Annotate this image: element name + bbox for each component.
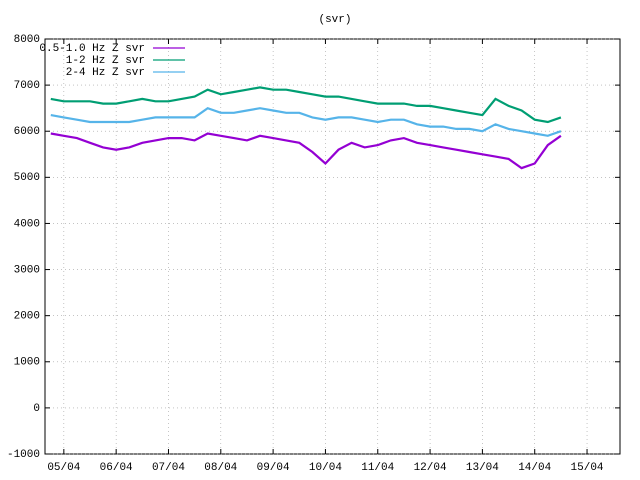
x-tick-label: 12/04 bbox=[414, 462, 447, 474]
x-tick-label: 06/04 bbox=[100, 462, 133, 474]
series-line bbox=[50, 106, 562, 137]
y-tick-label: 1000 bbox=[14, 357, 40, 369]
x-tick-label: 15/04 bbox=[571, 462, 604, 474]
x-tick-label: 07/04 bbox=[152, 462, 185, 474]
legend-label: 2-4 Hz Z svr bbox=[66, 67, 145, 79]
y-tick-label: 0 bbox=[33, 403, 40, 415]
y-tick-label: 5000 bbox=[14, 172, 40, 184]
y-tick-label: 4000 bbox=[14, 218, 40, 230]
x-tick-label: 11/04 bbox=[361, 462, 394, 474]
y-tick-label: 3000 bbox=[14, 264, 40, 276]
legend-label: 0.5-1.0 Hz Z svr bbox=[39, 43, 145, 55]
x-tick-label: 13/04 bbox=[466, 462, 499, 474]
plot-frame bbox=[44, 38, 621, 455]
x-tick-label: 14/04 bbox=[518, 462, 551, 474]
x-tick-label: 05/04 bbox=[47, 462, 80, 474]
y-tick-label: 8000 bbox=[14, 34, 40, 46]
x-tick-label: 10/04 bbox=[309, 462, 342, 474]
y-tick-label: 6000 bbox=[14, 126, 40, 138]
y-tick-label: -1000 bbox=[7, 449, 40, 461]
x-tick-label: 09/04 bbox=[257, 462, 290, 474]
y-tick-label: 7000 bbox=[14, 80, 40, 92]
y-tick-label: 2000 bbox=[14, 311, 40, 323]
chart-title: (svr) bbox=[318, 14, 351, 26]
series-line bbox=[50, 132, 562, 170]
x-tick-label: 08/04 bbox=[204, 462, 237, 474]
legend-label: 1-2 Hz Z svr bbox=[66, 55, 145, 67]
series-line bbox=[50, 86, 562, 124]
